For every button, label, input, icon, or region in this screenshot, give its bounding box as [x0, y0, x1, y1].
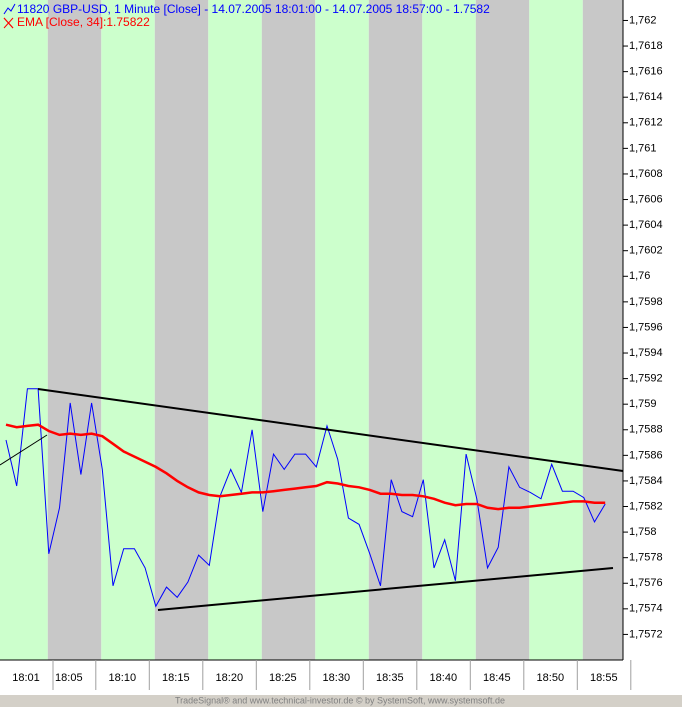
y-tick-label: 1,7596: [629, 321, 663, 333]
trend-line: [0, 434, 48, 466]
x-tick-label: 18:40: [430, 672, 458, 684]
x-tick-label: 18:45: [483, 672, 511, 684]
time-band: [101, 0, 155, 660]
y-tick-label: 1,762: [629, 14, 657, 26]
x-tick-label: 18:50: [537, 672, 565, 684]
time-band: [154, 0, 209, 660]
x-tick-label: 18:55: [590, 672, 618, 684]
y-tick-label: 1,7572: [629, 628, 663, 640]
y-tick-label: 1,7582: [629, 500, 663, 512]
y-tick-label: 1,7594: [629, 347, 663, 359]
y-tick-label: 1,758: [629, 526, 657, 538]
x-tick-label: 18:10: [109, 672, 137, 684]
time-band: [368, 0, 423, 660]
y-tick-label: 1,7616: [629, 66, 663, 78]
x-tick-label: 18:20: [216, 672, 244, 684]
y-tick-label: 1,7588: [629, 424, 663, 436]
x-tick-label: 18:01: [12, 672, 40, 684]
legend-entry: EMA [Close, 34]:1.75822: [17, 15, 150, 29]
legend-entry: 11820 GBP-USD, 1 Minute [Close] - 14.07.…: [17, 2, 490, 16]
y-tick-label: 1,7618: [629, 40, 663, 52]
y-tick-label: 1,7576: [629, 577, 663, 589]
y-tick-label: 1,7614: [629, 91, 663, 103]
y-tick-label: 1,7612: [629, 117, 663, 129]
time-band: [582, 0, 623, 660]
y-tick-label: 1,76: [629, 270, 650, 282]
x-tick-label: 18:05: [55, 672, 83, 684]
legend-icon: [3, 17, 14, 29]
y-tick-label: 1,7592: [629, 373, 663, 385]
trend-line: [37, 388, 624, 472]
footer: TradeSignal® and www.technical-investor.…: [175, 695, 505, 705]
y-tick-label: 1,7608: [629, 168, 663, 180]
y-tick-label: 1,7584: [629, 475, 663, 487]
time-band: [422, 0, 476, 660]
y-tick-label: 1,7578: [629, 552, 663, 564]
series-line: [5, 388, 606, 608]
plot: [5, 388, 606, 608]
y-tick-label: 1,7604: [629, 219, 663, 231]
footer-bar: [0, 695, 682, 707]
x-tick-label: 18:35: [376, 672, 404, 684]
series-line: [5, 423, 606, 511]
time-bands: [0, 0, 623, 660]
time-band: [208, 0, 262, 660]
time-band: [261, 0, 316, 660]
y-tick-label: 1,761: [629, 142, 657, 154]
y-tick-label: 1,7598: [629, 296, 663, 308]
x-tick-label: 18:25: [269, 672, 297, 684]
time-band: [47, 0, 102, 660]
legend-icon: [3, 3, 16, 15]
x-tick-label: 18:15: [162, 672, 190, 684]
time-band: [529, 0, 583, 660]
time-band: [0, 0, 48, 660]
y-tick-label: 1,7606: [629, 193, 663, 205]
time-band: [475, 0, 530, 660]
trend-line: [157, 567, 614, 611]
time-band: [315, 0, 369, 660]
y-tick-label: 1,7602: [629, 245, 663, 257]
y-tick-label: 1,759: [629, 398, 657, 410]
x-tick-label: 18:30: [323, 672, 351, 684]
y-tick-label: 1,7574: [629, 603, 663, 615]
y-tick-label: 1,7586: [629, 449, 663, 461]
